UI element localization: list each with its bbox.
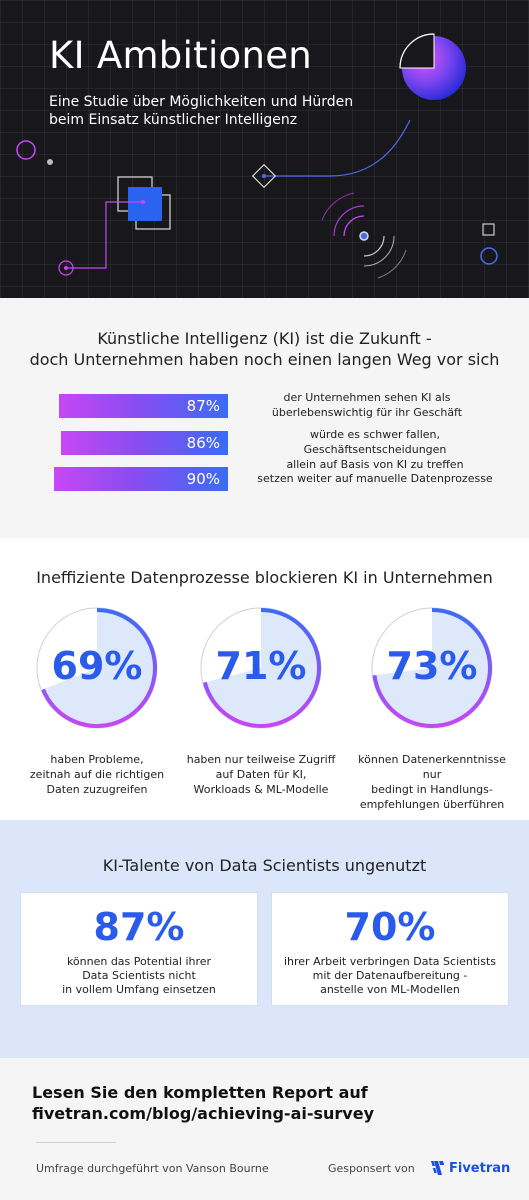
donut-sector	[41, 608, 157, 728]
caption-line: zeitnah auf die richtigen	[29, 768, 165, 781]
donut-graphic	[371, 607, 493, 729]
stat-description: setzen weiter auf manuelle Datenprozesse	[250, 471, 500, 486]
talent-section: KI-Talente von Data Scientists ungenutzt…	[0, 820, 529, 1058]
subtitle-line: beim Einsatz künstlicher Intelligenz	[49, 112, 298, 128]
card-text-line: anstelle von ML-Modellen	[320, 983, 460, 996]
donut-arc	[202, 608, 321, 728]
card-value: 70%	[344, 905, 436, 949]
stat-row: 87% der Unternehmen sehen KI als überleb…	[0, 391, 529, 419]
heading-line: doch Unternehmen haben noch einen langen…	[29, 350, 500, 369]
data-process-section: Ineffiziente Datenprozesse blockieren KI…	[0, 538, 529, 820]
stat-bar: 90%	[54, 467, 228, 491]
card-value: 87%	[93, 905, 185, 949]
subtitle-line: Eine Studie über Möglichkeiten und Hürde…	[49, 94, 354, 110]
page-title: KI Ambitionen	[49, 34, 313, 77]
report-cta: Lesen Sie den kompletten Report auf five…	[32, 1082, 374, 1124]
divider	[36, 1142, 116, 1143]
donut-sector	[202, 608, 322, 728]
page-subtitle: Eine Studie über Möglichkeiten und Hürde…	[49, 93, 369, 129]
caption-line: auf Daten für KI,	[215, 768, 307, 781]
donut-arc	[372, 608, 492, 728]
brand-name: Fivetran	[449, 1160, 511, 1176]
donut-caption: haben Probleme, zeitnah auf die richtige…	[17, 752, 177, 797]
donut-value: 73%	[386, 644, 478, 688]
stat-text-line: allein auf Basis von KI zu treffen	[286, 458, 464, 471]
caption-line: Daten zuzugreifen	[46, 783, 148, 796]
stat-description: der Unternehmen sehen KI als überlebensw…	[262, 390, 472, 420]
card-text-line: Data Scientists nicht	[82, 969, 196, 982]
caption-line: haben nur teilweise Zugriff	[186, 753, 336, 766]
card-description: ihrer Arbeit verbringen Data Scientists …	[272, 955, 508, 997]
donut-caption: können Datenerkenntnisse nur bedingt in …	[352, 752, 512, 812]
survey-credit: Umfrage durchgeführt von Vanson Bourne	[36, 1162, 269, 1175]
heading-line: Künstliche Intelligenz (KI) ist die Zuku…	[97, 329, 432, 348]
donut-graphic	[36, 607, 158, 729]
stat-text-line: überlebenswichtig für ihr Geschäft	[271, 406, 463, 419]
fivetran-icon	[431, 1161, 445, 1175]
footer: Lesen Sie den kompletten Report auf five…	[0, 1058, 529, 1200]
section-heading: Ineffiziente Datenprozesse blockieren KI…	[36, 568, 493, 587]
stat-text-line: setzen weiter auf manuelle Datenprozesse	[257, 472, 493, 485]
card-text-line: ihrer Arbeit verbringen Data Scientists	[283, 955, 497, 968]
donut-graphic	[200, 607, 322, 729]
stat-row: 86% würde es schwer fallen, Geschäftsent…	[0, 428, 529, 471]
caption-line: haben Probleme,	[50, 753, 144, 766]
hero-decoration	[16, 33, 498, 279]
future-section: Künstliche Intelligenz (KI) ist die Zuku…	[0, 298, 529, 538]
donut-sector	[372, 608, 492, 728]
report-link[interactable]: fivetran.com/blog/achieving-ai-survey	[32, 1104, 375, 1123]
caption-line: können Datenerkenntnisse nur	[358, 753, 506, 781]
donut-chart: 71%	[199, 606, 323, 730]
fivetran-logo[interactable]: Fivetran	[430, 1158, 510, 1178]
stat-bar: 86%	[61, 431, 228, 455]
donut-value: 69%	[51, 644, 143, 688]
card-description: können das Potential ihrer Data Scientis…	[21, 955, 257, 997]
card-text-line: in vollem Umfang einsetzen	[62, 983, 216, 996]
diamond-shape	[251, 163, 277, 189]
stat-description: würde es schwer fallen, Geschäftsentsche…	[239, 427, 511, 472]
hero-banner: KI Ambitionen Eine Studie über Möglichke…	[0, 0, 529, 298]
donut-chart: 69%	[35, 606, 159, 730]
stat-card: 70% ihrer Arbeit verbringen Data Scienti…	[271, 892, 509, 1006]
stat-row: 90% setzen weiter auf manuelle Datenproz…	[0, 467, 529, 491]
sponsor-label: Gesponsert von	[328, 1162, 415, 1175]
card-text-line: mit der Datenaufbereitung -	[312, 969, 468, 982]
stat-card: 87% können das Potential ihrer Data Scie…	[20, 892, 258, 1006]
donut-arc	[41, 608, 157, 728]
donut-value: 71%	[215, 644, 307, 688]
caption-line: bedingt in Handlungs-	[371, 783, 493, 796]
caption-line: empfehlungen überführen	[359, 798, 505, 811]
stat-text-line: der Unternehmen sehen KI als	[283, 391, 451, 404]
stat-bar: 87%	[59, 394, 228, 418]
caption-line: Workloads & ML-Modelle	[193, 783, 329, 796]
donut-caption: haben nur teilweise Zugriff auf Daten fü…	[181, 752, 341, 797]
section-heading: Künstliche Intelligenz (KI) ist die Zuku…	[0, 328, 529, 370]
section-heading: KI-Talente von Data Scientists ungenutzt	[102, 856, 427, 875]
donut-chart: 73%	[370, 606, 494, 730]
cta-text: Lesen Sie den kompletten Report auf	[32, 1083, 368, 1102]
stat-text-line: würde es schwer fallen, Geschäftsentsche…	[303, 428, 447, 456]
card-text-line: können das Potential ihrer	[66, 955, 212, 968]
